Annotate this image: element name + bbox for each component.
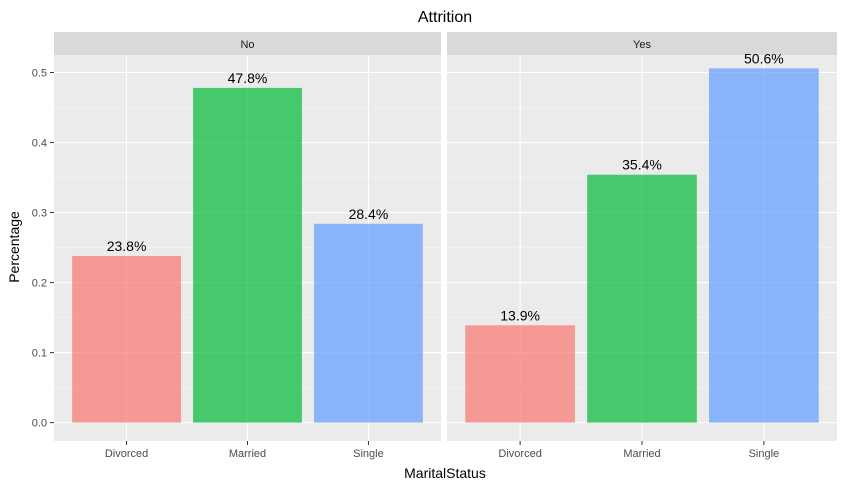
data-label: 28.4% bbox=[349, 206, 389, 222]
x-axis-title: MaritalStatus bbox=[404, 465, 486, 481]
x-tick-label: Married bbox=[229, 448, 266, 460]
data-label: 35.4% bbox=[622, 157, 662, 173]
y-axis-title: Percentage bbox=[6, 211, 22, 283]
y-tick-label: 0.0 bbox=[32, 418, 47, 430]
x-tick-label: Divorced bbox=[498, 448, 541, 460]
plot-area: No 23.8% 47.8% 28.4% Divorced Married Single Ye… bbox=[32, 32, 837, 460]
x-tick-label: Single bbox=[353, 448, 384, 460]
x-tick-label: Single bbox=[749, 448, 780, 460]
data-label: 50.6% bbox=[744, 50, 784, 66]
facet-strip bbox=[447, 32, 837, 55]
bar-single bbox=[709, 68, 819, 423]
y-tick-label: 0.1 bbox=[32, 348, 47, 360]
bar-single bbox=[314, 223, 423, 423]
bar-divorced bbox=[465, 325, 575, 423]
data-label: 23.8% bbox=[107, 238, 147, 254]
y-tick-label: 0.2 bbox=[32, 278, 47, 290]
data-label: 47.8% bbox=[228, 70, 268, 86]
facet-strip-label: Yes bbox=[633, 39, 651, 51]
y-tick-label: 0.3 bbox=[32, 208, 47, 220]
facet-strip-label: No bbox=[240, 39, 254, 51]
x-tick-label: Married bbox=[623, 448, 660, 460]
bar-married bbox=[193, 87, 302, 423]
facet-strip bbox=[54, 32, 441, 55]
x-tick-label: Divorced bbox=[105, 448, 148, 460]
y-tick-label: 0.4 bbox=[32, 138, 47, 150]
chart-title: Attrition bbox=[418, 9, 472, 26]
data-label: 13.9% bbox=[500, 307, 540, 323]
bar-divorced bbox=[72, 255, 181, 423]
y-tick-label: 0.5 bbox=[32, 68, 47, 80]
bar-married bbox=[587, 174, 697, 423]
